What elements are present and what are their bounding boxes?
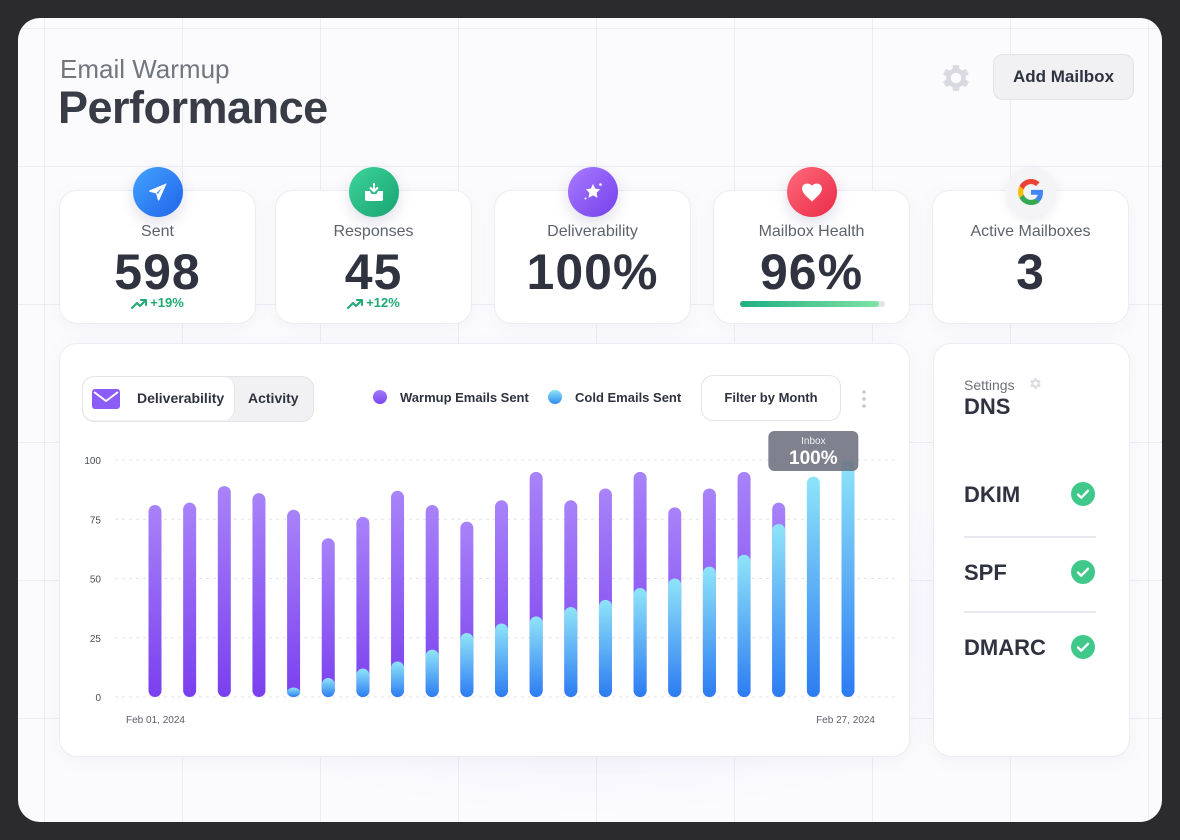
dns-record-dmarc: DMARC [964,629,1096,669]
dns-divider [964,611,1096,613]
stat-card-responses: Responses 45 +12% [275,167,472,324]
heart-icon [786,167,837,217]
y-tick-label: 25 [90,634,102,645]
bar-warmup [356,516,370,697]
legend-warmup-dot [373,390,387,404]
bar-cold [425,649,439,697]
bar-warmup [321,538,335,697]
stat-label: Deliverability [547,223,638,240]
trend-up-icon [347,299,364,309]
dashboard-frame: Email Warmup Performance Add Mailbox Sen… [18,18,1162,822]
filter-by-month-button[interactable]: Filter by Month [701,375,841,421]
sparkle-star-icon [567,167,618,217]
stat-value: 45 [344,244,403,300]
legend-cold-label: Cold Emails Sent [575,390,682,405]
page-subtitle: Email Warmup [60,54,230,84]
chart-card: Deliverability Activity Warmup Emails Se… [59,343,910,757]
trend-up-icon [131,299,148,309]
bar-cold [356,668,370,697]
health-progress-bar [740,301,885,307]
dns-card: Settings DNS DKIM SPF DMARC [933,343,1130,757]
stat-card-active-mailboxes: Active Mailboxes 3 [932,167,1129,324]
check-circle-icon [1071,560,1095,584]
check-circle-icon [1071,482,1095,506]
stat-card-deliverability: Deliverability 100% [494,167,691,324]
dns-record-label: DMARC [964,635,1046,660]
page-title: Performance [58,82,328,133]
stat-value: 100% [526,244,659,300]
stat-trend: +19% [60,295,255,310]
y-tick-label: 75 [90,515,102,526]
paper-plane-icon [132,167,183,217]
tooltip-value: 100% [789,448,838,469]
x-end-label: Feb 27, 2024 [816,715,875,726]
google-icon [1005,167,1056,217]
bar-warmup [183,502,197,697]
bar-warmup [252,493,266,697]
health-progress-fill [740,301,880,307]
add-mailbox-button[interactable]: Add Mailbox [993,54,1134,100]
legend-cold-dot [548,390,562,404]
stat-value: 598 [114,244,201,300]
bar-warmup [287,509,301,697]
y-tick-label: 100 [84,456,101,467]
stat-label: Active Mailboxes [970,223,1091,240]
bar-cold [564,606,578,697]
tab-deliverability[interactable]: Deliverability [83,377,235,420]
bar-cold [806,476,820,697]
bar-warmup [425,505,439,697]
stat-trend-value: +12% [366,295,400,310]
stat-card-mailbox-health: Mailbox Health 96% [713,167,910,324]
bar-cold [841,460,855,697]
dns-record-dkim: DKIM [964,476,1096,516]
bar-cold [287,687,301,697]
settings-gear-icon[interactable] [938,60,974,96]
dns-record-label: SPF [964,560,1007,585]
bar-cold [772,523,786,697]
bar-warmup [148,505,162,697]
bar-cold [321,678,335,697]
tab-activity[interactable]: Activity [248,390,299,406]
bar-cold [598,599,612,697]
stat-label: Mailbox Health [758,223,865,240]
stat-label: Sent [141,223,174,240]
dns-record-spf: SPF [964,554,1096,594]
y-tick-label: 0 [95,693,101,704]
chart-view-toggle: Deliverability Activity [82,376,314,422]
bar-cold [737,554,751,697]
bar-cold [460,633,474,697]
stat-card-sent: Sent 598 +19% [59,167,256,324]
dns-title: DNS [964,394,1011,419]
dns-record-label: DKIM [964,482,1021,507]
dns-settings-label: Settings [964,377,1015,393]
y-tick-label: 50 [90,575,102,586]
legend-warmup-label: Warmup Emails Sent [400,390,529,405]
deliverability-bar-chart: 0 25 50 75 100 Feb 01, 2024 Feb 27, 2024 Inbox… [84,431,895,726]
bar-cold [391,661,405,697]
bar-warmup [217,486,231,697]
bar-warmup [391,490,405,697]
bar-cold [495,623,508,697]
bar-cold [529,616,543,697]
bar-cold [702,566,716,697]
x-start-label: Feb 01, 2024 [126,715,185,726]
stat-value: 96% [759,244,864,300]
bar-cold [633,587,647,697]
bar-cold [668,578,682,697]
tooltip-label: Inbox [801,436,825,447]
inbox-download-icon [348,167,399,217]
dns-divider [964,536,1096,538]
dns-settings-gear-icon[interactable] [1028,376,1043,391]
check-circle-icon [1071,635,1095,659]
more-options-icon[interactable] [858,387,870,411]
tab-deliverability-label: Deliverability [137,390,225,406]
tooltip-box [768,431,859,471]
stat-value: 3 [1016,244,1045,300]
stat-trend: +12% [276,295,471,310]
envelope-icon [89,382,123,415]
stat-trend-value: +19% [150,295,184,310]
stat-label: Responses [333,223,414,240]
